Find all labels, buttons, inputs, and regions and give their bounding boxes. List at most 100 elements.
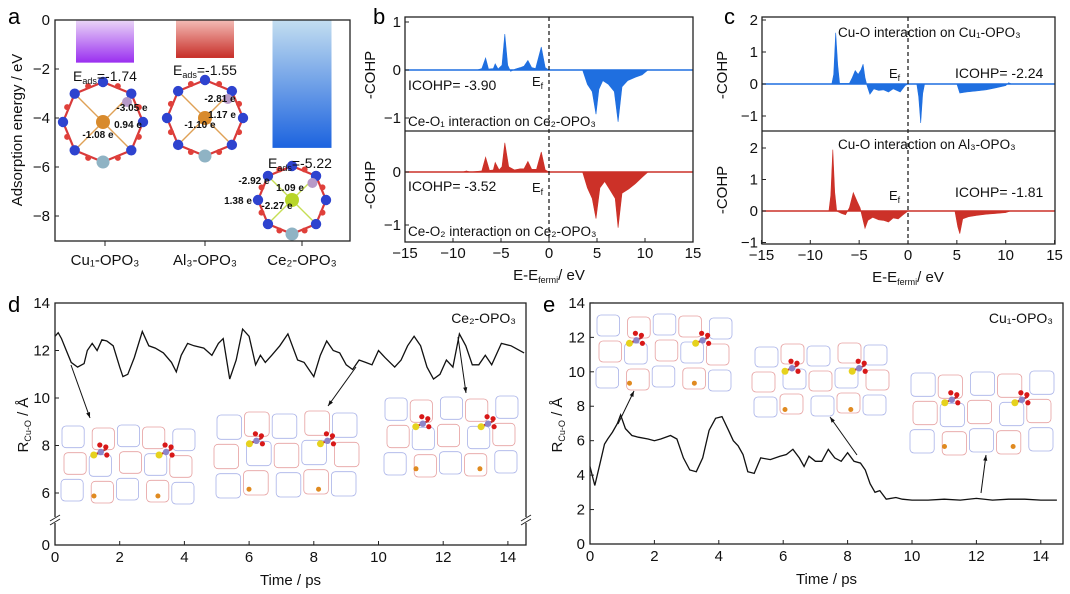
x-axis-label: E-Efermi/ eV: [513, 267, 585, 285]
framework-ring: [60, 478, 84, 502]
framework-ring: [271, 413, 298, 439]
oxygen-atom: [301, 166, 308, 173]
framework-ring: [215, 473, 242, 499]
oxygen-atom: [490, 416, 496, 422]
silicon-atom: [172, 139, 184, 151]
oxygen-atom: [276, 227, 283, 234]
y-tick-label: 12: [33, 343, 50, 360]
framework-ring: [836, 392, 861, 414]
framework-ring: [910, 372, 936, 397]
y-tick-label: 1: [750, 172, 758, 189]
metal-atom: [412, 423, 420, 431]
plot-frame: [589, 302, 1064, 545]
oxygen-atom: [104, 452, 110, 458]
fermi-label: Ef: [889, 188, 901, 205]
oxygen-atom: [258, 209, 265, 216]
y-axis-label-sub: Cu-O: [23, 420, 33, 442]
x-tick-label: 0: [545, 245, 553, 262]
framework-ring: [169, 455, 193, 478]
x-tick-label: 2: [650, 548, 658, 565]
oxygen-atom: [64, 133, 71, 140]
arrow-line: [829, 416, 858, 456]
x-tick-label: 10: [904, 548, 921, 565]
y-tick-label: 0: [42, 537, 50, 554]
oxygen-atom: [169, 452, 175, 458]
y-axis-label: Adsorption energy / eV: [9, 54, 26, 207]
y-axis-label: RCu-O / Å: [549, 398, 567, 453]
x-tick-label: 14: [500, 549, 517, 566]
x-tick-label: 8: [310, 549, 318, 566]
oxygen-atom: [1024, 392, 1030, 398]
framework-ring: [834, 367, 859, 389]
metal-atom: [285, 193, 299, 207]
framework-ring: [90, 480, 114, 504]
cohp-area: [828, 149, 1011, 234]
copper-atom: [413, 466, 419, 472]
silicon-atom: [262, 170, 274, 182]
phosphorus-atom: [484, 420, 492, 427]
copper-atom: [316, 486, 322, 492]
axis-break-mark: [49, 518, 61, 526]
structure-snapshot-inset: [908, 370, 1055, 456]
silicon-atom: [320, 194, 332, 206]
phosphorus-atom: [633, 337, 640, 344]
framework-ring: [651, 365, 676, 388]
fermi-label: Ef: [532, 74, 544, 91]
arrow-line: [980, 454, 987, 494]
framework-ring: [909, 429, 935, 454]
oxygen-atom: [794, 360, 800, 366]
oxygen-atom: [795, 368, 801, 374]
oxygen-atom: [252, 431, 258, 437]
framework-ring: [465, 398, 489, 422]
structure-snapshot-inset: [750, 342, 890, 418]
framework-ring: [301, 439, 327, 466]
y-tick-label: 8: [42, 438, 50, 455]
x-tick-label: 6: [779, 548, 787, 565]
cohp-subplot: 0 −1 Ce-O₂ interaction on Ce₂-OPO₃ ICOHP= -…: [362, 142, 693, 239]
oxygen-atom: [319, 209, 326, 216]
aluminum-atom: [285, 227, 299, 241]
oxygen-atom: [162, 442, 168, 448]
x-tick-label: −5: [492, 245, 509, 262]
y-axis-label-main: R: [549, 441, 566, 452]
fermi-label-main: E: [889, 66, 898, 81]
y-tick-label: −8: [33, 208, 50, 225]
panel-title: Ce₂-OPO₃: [451, 310, 516, 326]
oxygen-atom: [236, 129, 243, 136]
framework-ring: [142, 426, 166, 450]
panel-e: e 0 2 4 6 8 10 12 14 0 2 4 6 8 10 12 14 Cu₁-OPO₃ Time / ps…: [543, 292, 1064, 588]
oxygen-atom: [1025, 400, 1031, 406]
oxygen-atom: [187, 149, 194, 156]
distance-line: [589, 412, 1057, 501]
x-axis-label-sub: fermi: [897, 277, 917, 287]
framework-ring: [492, 422, 516, 447]
eads-label-rest: =-1.55: [197, 62, 237, 78]
framework-ring: [751, 371, 776, 393]
oxygen-atom: [699, 330, 705, 336]
framework-ring: [243, 470, 269, 496]
framework-ring: [780, 343, 805, 365]
inset-background: [750, 342, 890, 417]
silicon-atom: [57, 116, 69, 128]
y-tick-label: 10: [568, 364, 585, 381]
y-tick-label: −6: [33, 159, 50, 176]
silicon-atom: [286, 160, 298, 172]
framework-ring: [865, 369, 890, 391]
oxygen-atom: [114, 83, 121, 90]
icohp-label: ICOHP= -3.90: [408, 77, 497, 93]
framework-ring: [678, 315, 702, 338]
arrow-head-icon: [86, 412, 91, 418]
metal-atom: [692, 339, 700, 347]
arrow-line: [617, 390, 635, 425]
silicon-atom: [137, 116, 149, 128]
framework-ring: [708, 369, 732, 392]
oxygen-atom: [862, 368, 868, 374]
framework-ring: [779, 393, 804, 415]
fermi-label-sub: f: [541, 187, 544, 197]
charge-label: 1.09 e: [276, 183, 304, 194]
fermi-label-main: E: [532, 74, 541, 89]
metal-atom: [477, 423, 485, 431]
inset-background: [595, 313, 733, 391]
oxygen-atom: [85, 154, 92, 161]
x-tick-label: −5: [851, 247, 868, 264]
